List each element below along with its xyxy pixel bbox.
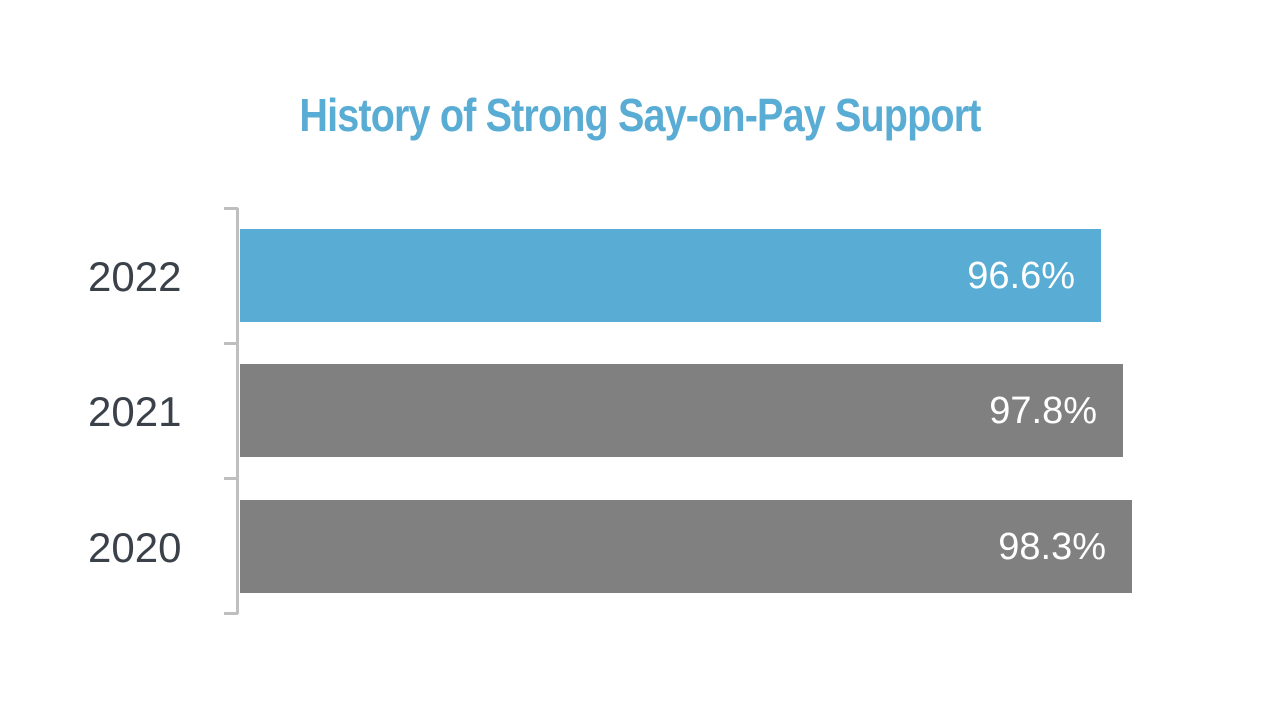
y-axis-tick xyxy=(224,207,238,210)
bar-2020: 98.3% xyxy=(240,500,1132,593)
bar-2021: 97.8% xyxy=(240,364,1123,457)
y-label-2022: 2022 xyxy=(88,253,182,300)
bar-value-label: 97.8% xyxy=(989,389,1097,432)
chart-title: History of Strong Say-on-Pay Support xyxy=(299,89,981,141)
y-axis-tick xyxy=(224,477,238,480)
bar-value-label: 96.6% xyxy=(967,254,1075,297)
y-axis-tick xyxy=(224,342,238,345)
y-axis-tick xyxy=(224,612,238,615)
y-label-2021: 2021 xyxy=(88,388,182,435)
bar-2022: 96.6% xyxy=(240,229,1101,322)
y-axis-line xyxy=(236,208,239,614)
bar-value-label: 98.3% xyxy=(998,525,1106,568)
y-label-2020: 2020 xyxy=(88,524,182,571)
